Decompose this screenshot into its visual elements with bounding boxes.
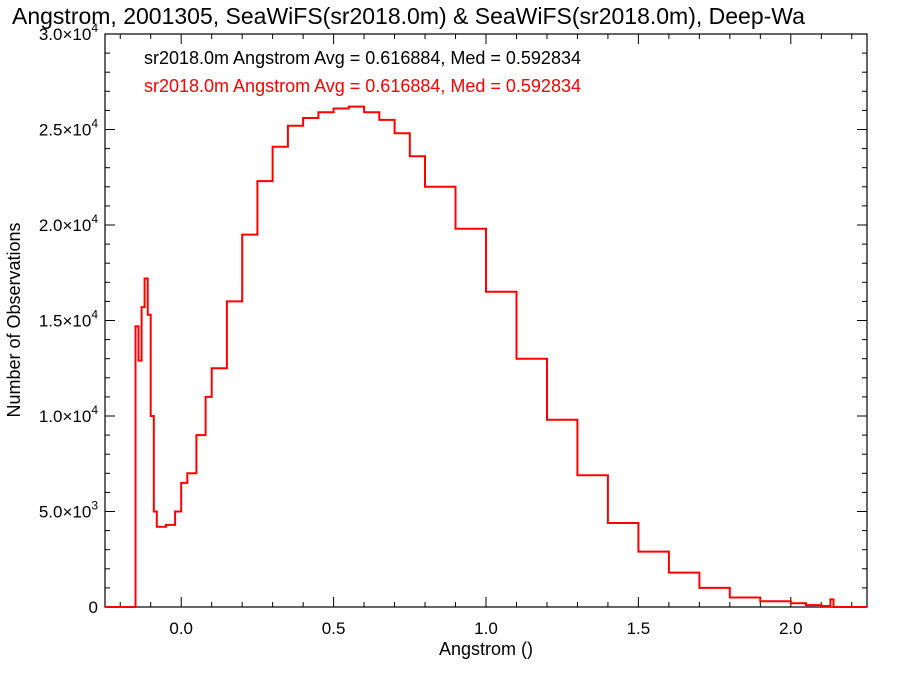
- x-tick-label: 1.0: [474, 619, 498, 638]
- legend-entry-1: sr2018.0m Angstrom Avg = 0.616884, Med =…: [144, 48, 581, 68]
- y-tick-label: 2.0×104: [39, 212, 98, 235]
- x-tick-label: 0.0: [169, 619, 193, 638]
- x-tick-label: 1.5: [627, 619, 651, 638]
- y-tick-label: 5.0×103: [39, 499, 98, 522]
- chart-title: Angstrom, 2001305, SeaWiFS(sr2018.0m) & …: [12, 3, 805, 29]
- y-tick-label: 3.0×104: [39, 21, 98, 44]
- y-tick-label: 1.5×104: [39, 308, 98, 331]
- y-axis: 0 5.0×103 1.0×104 1.5×104 2.0×104 2.5×104 3.0×…: [39, 21, 867, 617]
- plot-frame: [104, 33, 868, 608]
- x-axis: 0.0 0.5 1.0 1.5 2.0: [119, 34, 853, 638]
- legend: sr2018.0m Angstrom Avg = 0.616884, Med =…: [144, 48, 581, 96]
- x-tick-label: 0.5: [322, 619, 346, 638]
- x-axis-label: Angstrom (): [439, 639, 533, 659]
- series-layer: [105, 105, 867, 608]
- y-tick-label: 2.5×104: [39, 117, 98, 140]
- y-tick-label: 1.0×104: [39, 403, 98, 426]
- y-axis-label: Number of Observations: [4, 222, 24, 417]
- x-tick-label: 2.0: [779, 619, 803, 638]
- y-tick-label: 0: [89, 598, 98, 617]
- series-line-1: [105, 105, 867, 608]
- legend-entry-2: sr2018.0m Angstrom Avg = 0.616884, Med =…: [144, 76, 581, 96]
